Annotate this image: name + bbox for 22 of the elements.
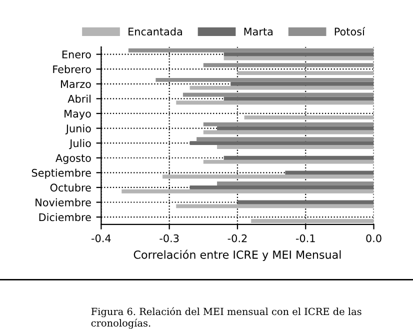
y-tick-label: Enero: [62, 50, 91, 58]
y-tick-label: Febrero: [53, 65, 91, 74]
y-tick-label: Octubre: [50, 184, 91, 192]
y-tick-label: Junio: [65, 124, 91, 134]
y-tick-label: Diciembre: [39, 213, 91, 222]
legend-label: Potosí: [334, 27, 366, 36]
x-tick-label: -0.1: [296, 234, 315, 242]
x-tick-label: -0.4: [92, 234, 111, 242]
x-tick-label: 0.0: [366, 234, 382, 242]
legend-label: Marta: [244, 28, 273, 36]
x-tick-label: -0.3: [160, 234, 179, 242]
y-tick-label: Abril: [68, 94, 90, 103]
y-tick-label: Septiembre: [32, 168, 91, 179]
text: Figura 6. Relación del MEI mensual con el ICRE de las cronologías.: [91, 307, 362, 329]
y-tick-label: Agosto: [56, 154, 91, 164]
x-tick-label: -0.2: [228, 234, 247, 242]
y-tick-label: Mayo: [64, 110, 91, 120]
y-tick-label: Marzo: [60, 80, 91, 88]
y-tick-label: Noviembre: [36, 198, 91, 206]
y-tick-label: Julio: [69, 139, 91, 150]
legend-label: Encantada: [128, 27, 182, 36]
x-axis-title: Correlación entre ICRE y MEI Mensual: [134, 250, 341, 262]
